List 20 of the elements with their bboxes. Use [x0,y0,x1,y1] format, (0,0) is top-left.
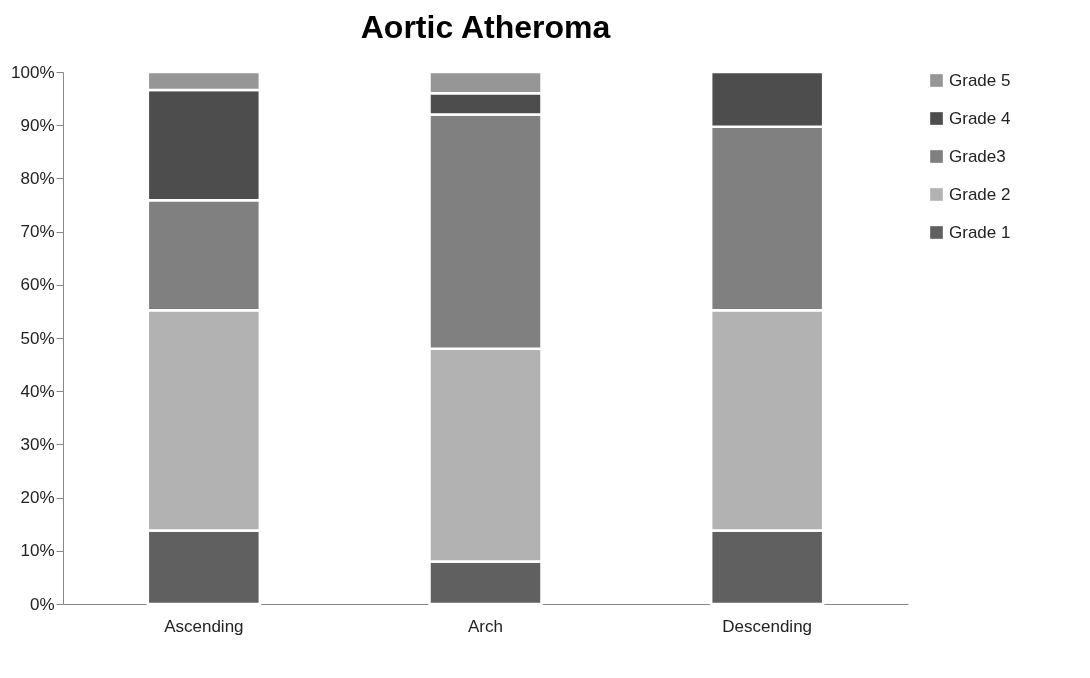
y-tick-label: 20% [20,488,55,508]
legend-label: Grade 1 [949,222,1011,242]
y-tick-label: 40% [20,381,55,401]
x-tick-label: Ascending [164,616,244,636]
y-tick-label: 100% [11,62,55,82]
legend-label: Grade3 [949,146,1006,166]
chart-title: Aortic Atheroma [360,9,611,45]
y-tick-label: 30% [20,434,55,454]
legend-label: Grade 5 [949,70,1011,90]
legend-label: Grade 4 [949,108,1011,128]
x-tick-label: Descending [722,616,813,636]
y-tick-label: 10% [20,541,55,561]
y-tick-label: 80% [20,168,55,188]
y-tick-label: 60% [20,275,55,295]
y-tick-label: 0% [29,594,55,614]
y-tick-label: 70% [20,222,55,242]
y-tick-label: 50% [20,328,55,348]
y-tick-label: 90% [20,115,55,135]
legend-label: Grade 2 [949,184,1011,204]
x-tick-label: Arch [468,616,503,636]
